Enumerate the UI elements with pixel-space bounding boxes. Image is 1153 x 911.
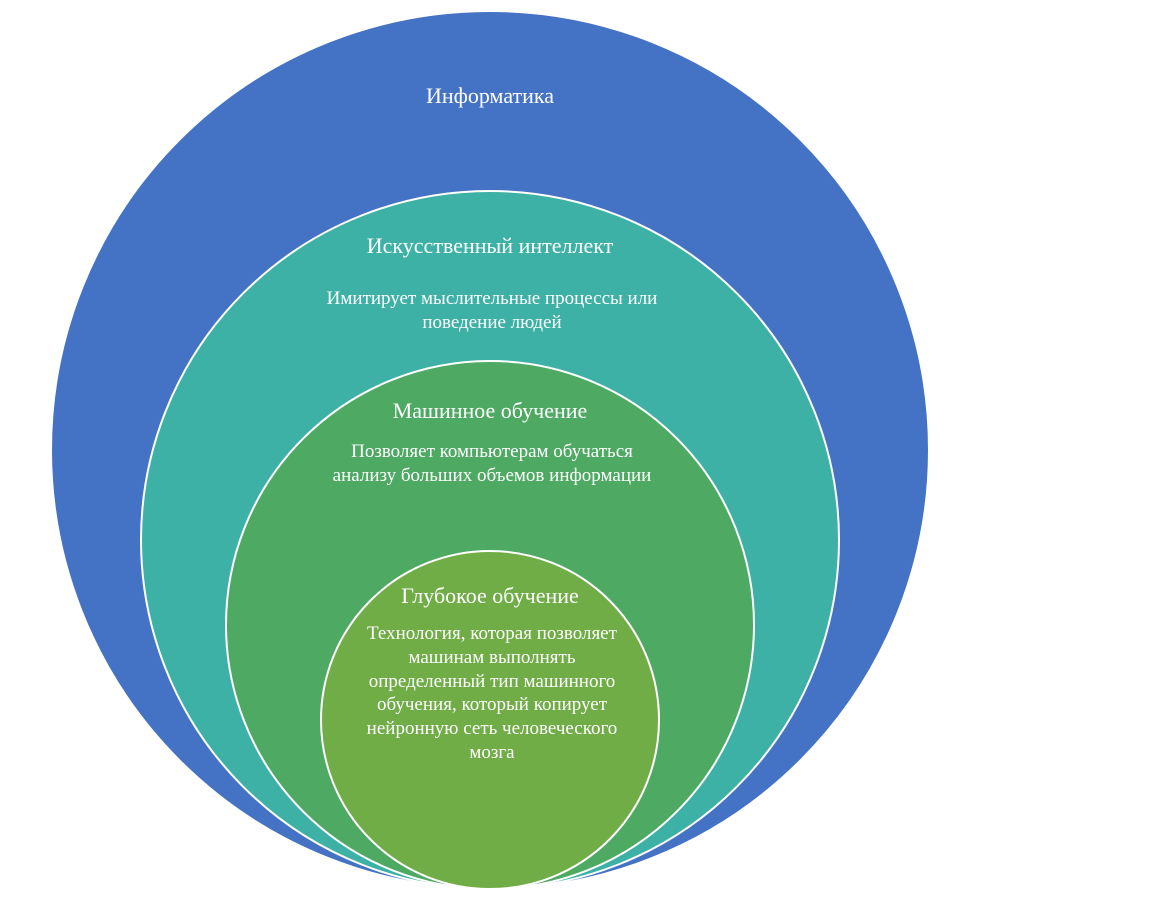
- circle-ai-desc: Имитирует мыслительные процессы или пове…: [312, 287, 672, 335]
- nested-circles-diagram: Информатика Искусственный интеллект Имит…: [0, 0, 1153, 911]
- circle-dl: Глубокое обучение Технология, которая по…: [320, 550, 660, 890]
- circle-ml-title: Машинное обучение: [227, 397, 753, 426]
- circle-informatics-title: Информатика: [52, 82, 928, 111]
- circle-ai-title: Искусственный интеллект: [142, 232, 838, 261]
- circle-dl-title: Глубокое обучение: [322, 582, 658, 611]
- circle-ml-desc: Позволяет компьютерам обучаться анализу …: [332, 440, 652, 488]
- circle-dl-desc: Технология, которая позволяет машинам вы…: [357, 622, 627, 765]
